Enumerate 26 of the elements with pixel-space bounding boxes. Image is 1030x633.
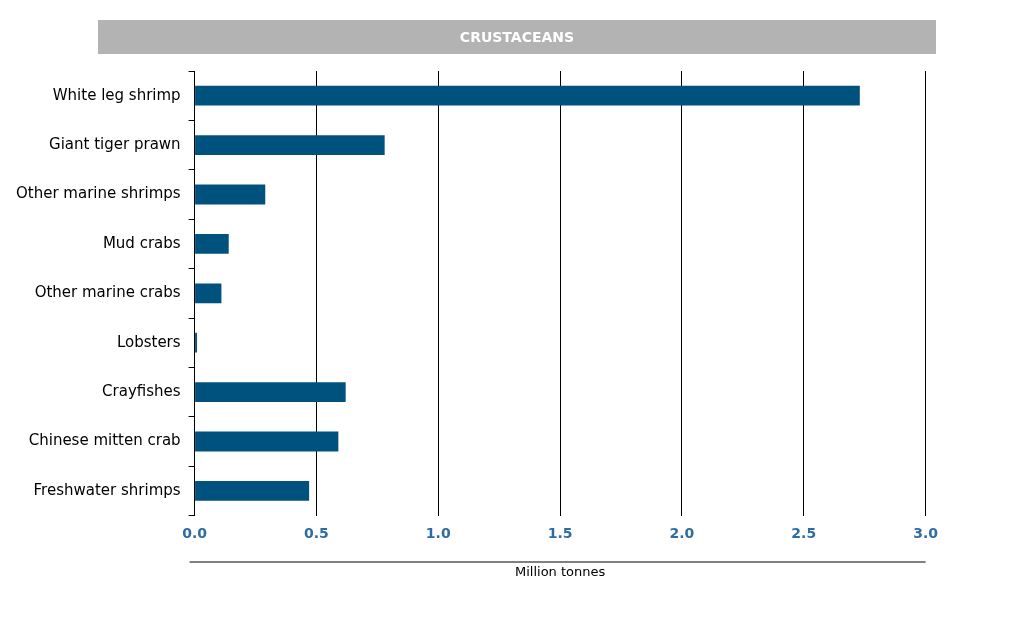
bar xyxy=(195,135,385,155)
y-tick-label: White leg shrimp xyxy=(52,85,181,104)
bar xyxy=(195,431,339,452)
x-tick-label: 2.5 xyxy=(791,524,817,541)
y-tick-label: Crayfishes xyxy=(102,381,181,400)
y-tick-label: Other marine crabs xyxy=(34,283,181,302)
x-tick-label: 2.0 xyxy=(669,524,695,541)
x-tick-label: 0.5 xyxy=(304,524,329,541)
y-tick-label: Freshwater shrimps xyxy=(33,480,181,499)
y-tick-label: Mud crabs xyxy=(102,233,181,252)
y-tick-label: Chinese mitten crab xyxy=(28,431,181,450)
y-tick-label: Lobsters xyxy=(116,332,181,351)
x-axis-title: Million tonnes xyxy=(514,563,606,579)
bar xyxy=(195,184,266,205)
x-tick-label: 1.5 xyxy=(547,524,573,541)
bar xyxy=(195,234,229,254)
bar xyxy=(195,283,222,304)
y-tick-label: Giant tiger prawn xyxy=(49,134,181,153)
y-tick-label: Other marine shrimps xyxy=(16,184,181,203)
bar xyxy=(195,382,346,402)
x-tick-label: 1.0 xyxy=(425,524,451,541)
bar xyxy=(195,481,310,501)
x-tick-label: 0.0 xyxy=(182,524,208,541)
chart-title: CRUSTACEANS xyxy=(98,20,936,54)
x-tick-label: 3.0 xyxy=(913,524,939,541)
bar xyxy=(195,85,860,106)
